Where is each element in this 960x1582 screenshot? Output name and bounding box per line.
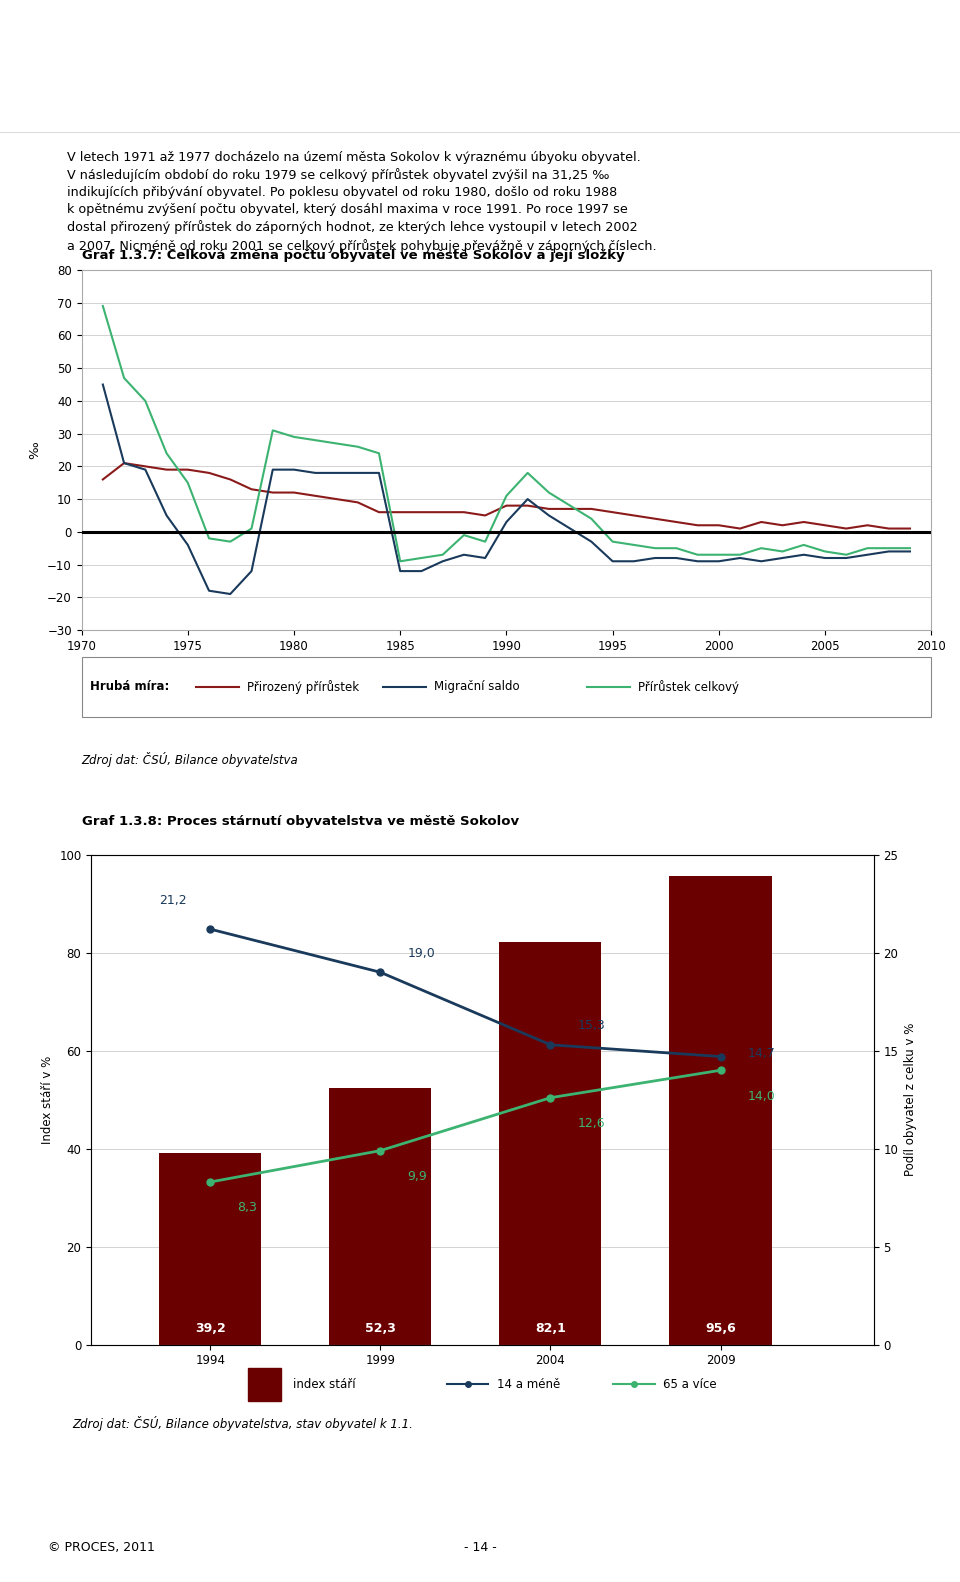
Text: 65 a více: 65 a více	[663, 1378, 716, 1391]
Text: © PROCES, 2011: © PROCES, 2011	[48, 1541, 155, 1554]
Text: Hrubá míra:: Hrubá míra:	[90, 680, 170, 693]
Text: 12,6: 12,6	[578, 1117, 605, 1130]
Text: - 14 -: - 14 -	[464, 1541, 496, 1554]
Text: Přirozený přírůstek: Přirozený přírůstek	[248, 680, 359, 694]
Text: 14,0: 14,0	[748, 1090, 776, 1103]
Y-axis label: Podíl obyvatel z celku v %: Podíl obyvatel z celku v %	[903, 1024, 917, 1177]
Bar	[329, 1088, 431, 1345]
Bar	[159, 1153, 261, 1345]
Text: Graf 1.3.8: Proces stárnutí obyvatelstva ve městě Sokolov: Graf 1.3.8: Proces stárnutí obyvatelstva…	[82, 815, 518, 827]
Y-axis label: Index stáří v %: Index stáří v %	[40, 1055, 54, 1144]
Text: 95,6: 95,6	[706, 1323, 736, 1335]
Text: 52,3: 52,3	[365, 1323, 396, 1335]
Text: Migrační saldo: Migrační saldo	[434, 680, 519, 693]
Text: 39,2: 39,2	[195, 1323, 226, 1335]
Text: 8,3: 8,3	[237, 1201, 257, 1215]
Text: V letech 1971 až 1977 docházelo na území města Sokolov k výraznému úbyoku obyvat: V letech 1971 až 1977 docházelo na území…	[67, 150, 657, 253]
Text: index stáří: index stáří	[294, 1378, 356, 1391]
Bar	[248, 1367, 281, 1402]
Text: Přírůstek celkový: Přírůstek celkový	[638, 680, 739, 694]
Text: Zdroj dat: ČSÚ, Bilance obyvatelstva: Zdroj dat: ČSÚ, Bilance obyvatelstva	[82, 751, 299, 767]
Text: 21,2: 21,2	[159, 894, 187, 906]
Text: 15,3: 15,3	[578, 1019, 606, 1031]
Bar	[499, 943, 602, 1345]
Text: 9,9: 9,9	[408, 1171, 427, 1183]
Text: 14,7: 14,7	[748, 1047, 776, 1060]
Text: 19,0: 19,0	[408, 946, 435, 960]
Text: Zdroj dat: ČSÚ, Bilance obyvatelstva, stav obyvatel k 1.1.: Zdroj dat: ČSÚ, Bilance obyvatelstva, st…	[72, 1416, 413, 1430]
Y-axis label: ‰: ‰	[29, 441, 41, 459]
Text: Graf 1.3.7: Celková změna počtu obyvatel ve městě Sokolov a její složky: Graf 1.3.7: Celková změna počtu obyvatel…	[82, 248, 624, 263]
Text: 14 a méně: 14 a méně	[497, 1378, 560, 1391]
Text: 82,1: 82,1	[535, 1323, 565, 1335]
Bar	[669, 876, 772, 1345]
